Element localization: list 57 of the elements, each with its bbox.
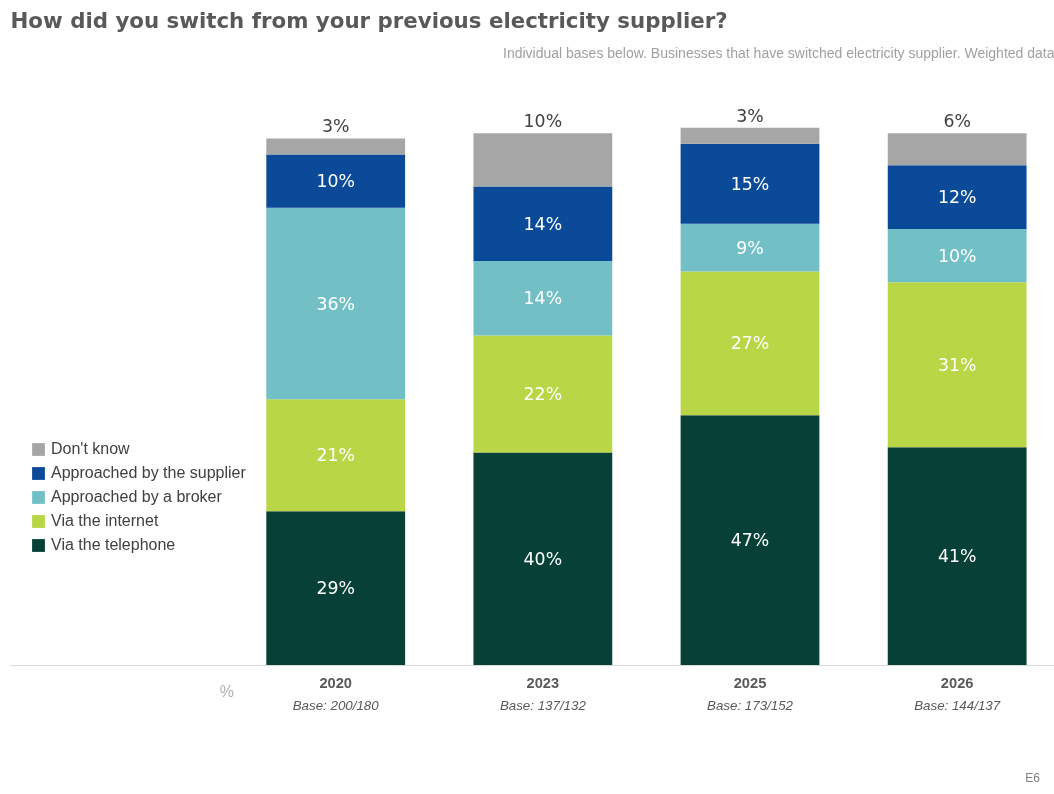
text: Base: 200/180 — [292, 697, 380, 713]
data-label: 9% — [736, 237, 764, 258]
bar — [887, 282, 1027, 448]
data-label: 3% — [736, 105, 764, 126]
data-label: 41% — [937, 546, 977, 567]
bar — [680, 223, 820, 272]
bar — [680, 127, 820, 144]
data-label: 21% — [316, 445, 355, 466]
bar — [266, 138, 406, 155]
data-label: 3% — [321, 116, 350, 137]
text: Base: 173/152 — [707, 697, 794, 713]
data-label: 22% — [523, 384, 563, 405]
legend-label: Via the internet — [51, 512, 159, 530]
x-tick-label: 2026 — [940, 674, 974, 691]
text: E6 — [1025, 771, 1041, 786]
bar — [680, 271, 820, 416]
bar — [266, 511, 406, 666]
bar — [266, 399, 406, 512]
legend-label: Approached by the supplier — [51, 464, 246, 482]
bar — [473, 260, 613, 336]
data-label: 14% — [523, 213, 563, 234]
bar — [680, 143, 820, 224]
data-label: 10% — [523, 110, 563, 131]
legend-label: Don't know — [51, 440, 130, 458]
bar — [887, 165, 1027, 229]
data-label: 47% — [730, 530, 770, 551]
text: Base: 144/137 — [914, 697, 1001, 713]
legend-label: Via the telephone — [51, 536, 176, 554]
bar — [266, 154, 406, 208]
bar — [473, 186, 613, 261]
legend-label: Approached by a broker — [51, 488, 222, 506]
bar — [887, 229, 1027, 283]
data-label: 31% — [937, 354, 977, 375]
data-label: 14% — [523, 288, 563, 309]
data-label: 36% — [316, 293, 355, 314]
bar — [680, 415, 820, 666]
bar — [473, 133, 613, 187]
bar — [266, 207, 406, 400]
data-label: 6% — [943, 110, 971, 131]
data-label: 40% — [523, 549, 563, 570]
data-label: 15% — [730, 173, 770, 194]
data-label: 27% — [730, 333, 770, 354]
x-tick-label: 2020 — [319, 674, 353, 691]
data-label: 10% — [316, 171, 355, 192]
x-tick-label: 2023 — [526, 674, 560, 691]
bar — [887, 133, 1027, 166]
bar — [887, 447, 1027, 666]
data-label: 10% — [937, 245, 977, 266]
x-tick-label: 2025 — [733, 674, 767, 691]
y-axis-title: % — [219, 682, 234, 700]
data-label: 29% — [316, 578, 355, 599]
bar — [473, 335, 613, 453]
bar — [473, 452, 613, 666]
data-label: 12% — [937, 187, 977, 208]
chart-subtitle: Individual bases below. Businesses that have switched electricity supplier. Weighted data — [503, 44, 1054, 61]
chart-title: How did you switch from your previous electricity supplier? — [10, 7, 728, 33]
text: Base: 137/132 — [499, 697, 587, 713]
